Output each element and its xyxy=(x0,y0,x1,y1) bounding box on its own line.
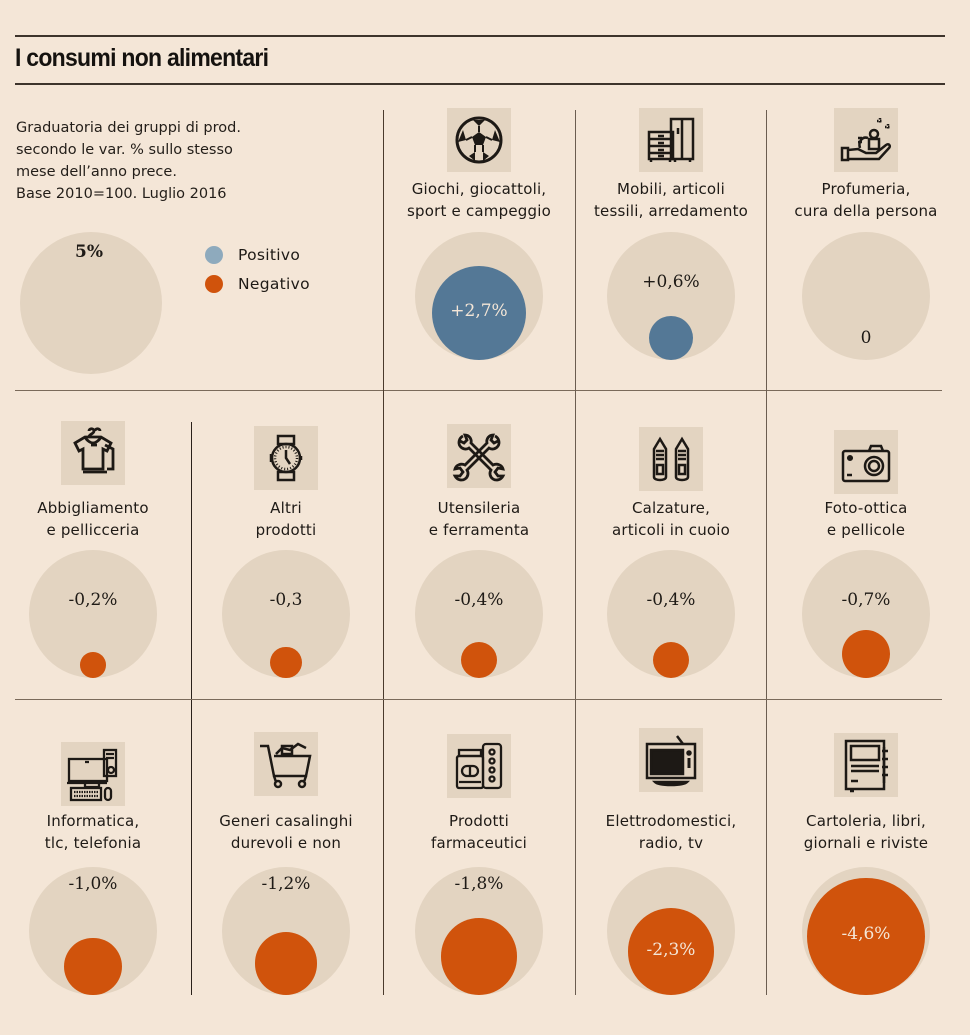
subtitle: Graduatoria dei gruppi di prod. secondo … xyxy=(16,120,241,202)
positive-bubble xyxy=(431,265,527,360)
grid-vline xyxy=(383,110,385,390)
value-label: 0 xyxy=(860,328,872,348)
negative-bubble xyxy=(842,630,890,678)
computer-icon xyxy=(61,742,125,806)
grid-vline xyxy=(575,390,576,700)
category-label: Abbigliamento e pellicceria xyxy=(37,499,149,539)
shopping-cart-icon xyxy=(254,732,318,796)
grid-vline xyxy=(766,700,767,995)
value-label: -0,4% xyxy=(454,590,504,610)
grid-vline xyxy=(191,700,193,995)
tshirt-icon xyxy=(61,421,125,485)
furniture-icon xyxy=(639,108,703,172)
value-label: +2,7% xyxy=(450,300,508,321)
soccer-ball-icon xyxy=(447,108,511,172)
negative-bubble xyxy=(440,918,518,995)
negative-bubble xyxy=(652,641,690,678)
category-label: Cartoleria, libri, giornali e riviste xyxy=(803,812,929,852)
category-label: Generi casalinghi durevoli e non xyxy=(219,812,353,852)
grid-vline xyxy=(575,110,576,390)
title-rule xyxy=(15,83,945,85)
category-label: Prodotti farmaceutici xyxy=(430,812,528,852)
wrenches-icon xyxy=(447,424,511,488)
top-rule xyxy=(15,35,945,37)
category-label: Mobili, articoli tessili, arredamento xyxy=(593,180,749,220)
category-label: Elettrodomestici, radio, tv xyxy=(605,812,737,852)
camera-icon xyxy=(834,430,898,494)
category-label: Foto-ottica e pellicole xyxy=(824,499,908,539)
negative-bubble xyxy=(270,646,302,678)
grid-vline xyxy=(766,110,767,390)
positive-bubble xyxy=(648,315,694,360)
scale-circle xyxy=(802,232,930,360)
value-label: -0,7% xyxy=(841,590,891,610)
value-label: -4,6% xyxy=(841,924,891,945)
shoes-icon xyxy=(639,427,703,491)
watch-icon xyxy=(254,426,318,490)
negative-bubble xyxy=(254,932,318,995)
category-label: Giochi, giocattoli, sport e campeggio xyxy=(407,180,551,220)
value-label: -1,0% xyxy=(68,874,118,894)
category-label: Calzature, articoli in cuoio xyxy=(611,499,731,539)
grid-hline xyxy=(15,390,942,392)
cosmetics-hand-icon xyxy=(834,108,898,172)
category-label: Utensileria e ferramenta xyxy=(428,499,530,539)
legend-scale-label: 5% xyxy=(75,242,103,262)
legend-scale-circle xyxy=(20,232,162,374)
grid-vline xyxy=(191,422,193,700)
value-label: -0,3 xyxy=(269,590,303,610)
value-label: -1,8% xyxy=(454,874,504,894)
legend-positive: Positivo xyxy=(205,246,300,264)
grid-vline xyxy=(575,700,576,995)
value-label: -0,2% xyxy=(68,590,118,610)
legend-positive-label: Positivo xyxy=(238,246,301,264)
value-label: -2,3% xyxy=(646,939,696,960)
value-label: +0,6% xyxy=(642,272,700,292)
value-label: -1,2% xyxy=(261,874,311,894)
grid-vline xyxy=(383,700,385,995)
category-label: Informatica, tlc, telefonia xyxy=(44,812,142,852)
legend-negative-label: Negativo xyxy=(238,275,310,293)
value-label: -0,4% xyxy=(646,590,696,610)
legend-positive-dot xyxy=(205,246,223,264)
legend-negative-dot xyxy=(205,275,223,293)
category-label: Profumeria, cura della persona xyxy=(794,180,938,220)
negative-bubble xyxy=(807,877,925,995)
pharma-icon xyxy=(447,734,511,798)
tv-icon xyxy=(639,728,703,792)
notebook-icon xyxy=(834,733,898,797)
category-label: Altri prodotti xyxy=(255,499,317,539)
negative-bubble xyxy=(64,937,122,995)
negative-bubble xyxy=(627,908,715,995)
negative-bubble xyxy=(460,641,498,678)
grid-vline xyxy=(766,390,767,700)
legend-negative: Negativo xyxy=(205,275,310,293)
negative-bubble xyxy=(80,652,106,678)
grid-hline xyxy=(15,699,942,701)
page-title: I consumi non alimentari xyxy=(15,44,269,72)
grid-vline xyxy=(383,390,385,700)
